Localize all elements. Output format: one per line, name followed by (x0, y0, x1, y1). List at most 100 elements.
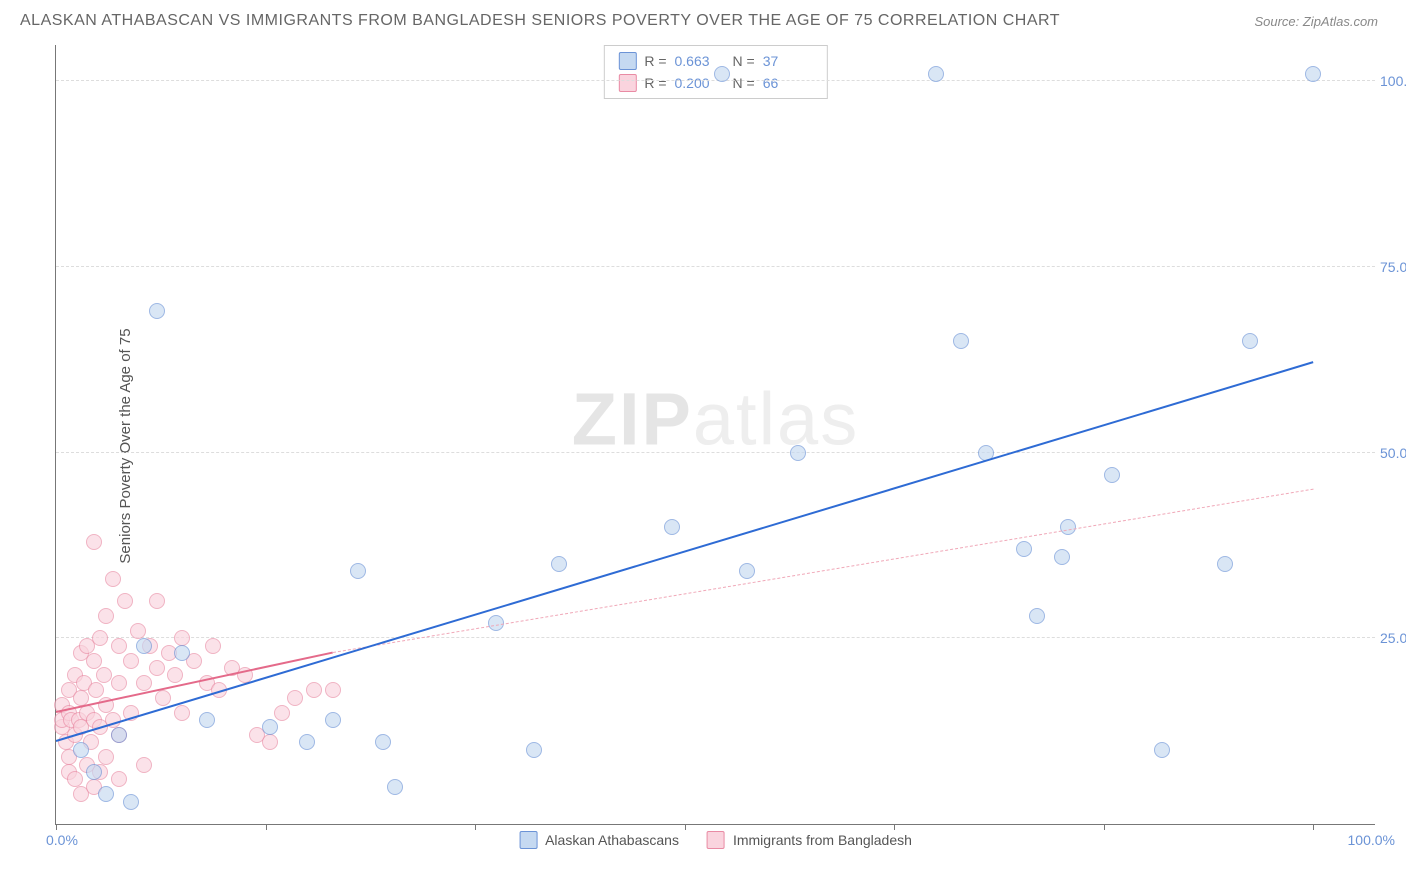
data-point-blue (664, 519, 680, 535)
data-point-pink (123, 653, 139, 669)
data-point-pink (325, 682, 341, 698)
data-point-blue (1029, 608, 1045, 624)
swatch-blue (618, 52, 636, 70)
data-point-pink (130, 623, 146, 639)
swatch-blue (519, 831, 537, 849)
data-point-blue (790, 445, 806, 461)
data-point-pink (136, 675, 152, 691)
data-point-pink (174, 705, 190, 721)
data-point-pink (205, 638, 221, 654)
data-point-pink (117, 593, 133, 609)
data-point-blue (1016, 541, 1032, 557)
data-point-blue (73, 742, 89, 758)
data-point-blue (1217, 556, 1233, 572)
r-label: R = (644, 75, 666, 91)
data-point-blue (174, 645, 190, 661)
gridline-horizontal (56, 266, 1375, 267)
data-point-blue (1242, 333, 1258, 349)
data-point-pink (287, 690, 303, 706)
data-point-blue (325, 712, 341, 728)
data-point-pink (155, 690, 171, 706)
data-point-pink (92, 630, 108, 646)
data-point-blue (199, 712, 215, 728)
data-point-pink (96, 667, 112, 683)
y-tick-label: 100.0% (1380, 73, 1406, 89)
gridline-horizontal (56, 80, 1375, 81)
data-point-blue (1060, 519, 1076, 535)
y-tick-label: 25.0% (1380, 630, 1406, 646)
x-axis-max-label: 100.0% (1348, 832, 1395, 848)
n-value-blue: 37 (763, 53, 813, 69)
source-attribution: Source: ZipAtlas.com (1254, 14, 1378, 29)
legend-item-pink: Immigrants from Bangladesh (707, 831, 912, 849)
legend-label-pink: Immigrants from Bangladesh (733, 832, 912, 848)
data-point-blue (123, 794, 139, 810)
data-point-pink (88, 682, 104, 698)
data-point-pink (98, 608, 114, 624)
n-value-pink: 66 (763, 75, 813, 91)
data-point-blue (1054, 549, 1070, 565)
data-point-pink (86, 653, 102, 669)
data-point-pink (274, 705, 290, 721)
legend-label-blue: Alaskan Athabascans (545, 832, 679, 848)
data-point-pink (105, 571, 121, 587)
x-axis-min-label: 0.0% (46, 832, 78, 848)
data-point-blue (350, 563, 366, 579)
data-point-blue (551, 556, 567, 572)
data-point-pink (149, 593, 165, 609)
x-tick (475, 824, 476, 830)
watermark-bold: ZIP (572, 377, 693, 460)
chart-title: ALASKAN ATHABASCAN VS IMMIGRANTS FROM BA… (20, 12, 1060, 30)
data-point-blue (136, 638, 152, 654)
data-point-blue (98, 786, 114, 802)
data-point-blue (375, 734, 391, 750)
trend-line (332, 489, 1313, 653)
data-point-blue (149, 303, 165, 319)
data-point-pink (149, 660, 165, 676)
data-point-blue (739, 563, 755, 579)
data-point-pink (111, 675, 127, 691)
data-point-blue (928, 66, 944, 82)
x-tick (266, 824, 267, 830)
data-point-pink (98, 749, 114, 765)
watermark: ZIPatlas (572, 376, 859, 461)
data-point-pink (306, 682, 322, 698)
gridline-horizontal (56, 452, 1375, 453)
x-tick (1104, 824, 1105, 830)
trend-line (56, 361, 1314, 742)
scatter-plot: ZIPatlas R = 0.663 N = 37 R = 0.200 N = … (55, 45, 1375, 825)
data-point-pink (136, 757, 152, 773)
data-point-pink (111, 638, 127, 654)
x-tick (894, 824, 895, 830)
data-point-blue (86, 764, 102, 780)
data-point-blue (526, 742, 542, 758)
n-label: N = (733, 53, 755, 69)
data-point-pink (174, 630, 190, 646)
x-tick (685, 824, 686, 830)
n-label: N = (733, 75, 755, 91)
swatch-pink (707, 831, 725, 849)
data-point-blue (262, 719, 278, 735)
data-point-blue (111, 727, 127, 743)
data-point-blue (953, 333, 969, 349)
x-tick (56, 824, 57, 830)
legend-item-blue: Alaskan Athabascans (519, 831, 679, 849)
data-point-blue (1154, 742, 1170, 758)
data-point-pink (86, 534, 102, 550)
series-legend: Alaskan Athabascans Immigrants from Bang… (519, 831, 912, 849)
data-point-pink (111, 771, 127, 787)
data-point-pink (262, 734, 278, 750)
y-tick-label: 75.0% (1380, 259, 1406, 275)
data-point-pink (67, 771, 83, 787)
watermark-light: atlas (693, 377, 859, 460)
x-tick (1313, 824, 1314, 830)
r-label: R = (644, 53, 666, 69)
data-point-pink (167, 667, 183, 683)
swatch-pink (618, 74, 636, 92)
data-point-blue (714, 66, 730, 82)
gridline-horizontal (56, 637, 1375, 638)
data-point-blue (1104, 467, 1120, 483)
y-tick-label: 50.0% (1380, 445, 1406, 461)
data-point-blue (299, 734, 315, 750)
data-point-blue (1305, 66, 1321, 82)
